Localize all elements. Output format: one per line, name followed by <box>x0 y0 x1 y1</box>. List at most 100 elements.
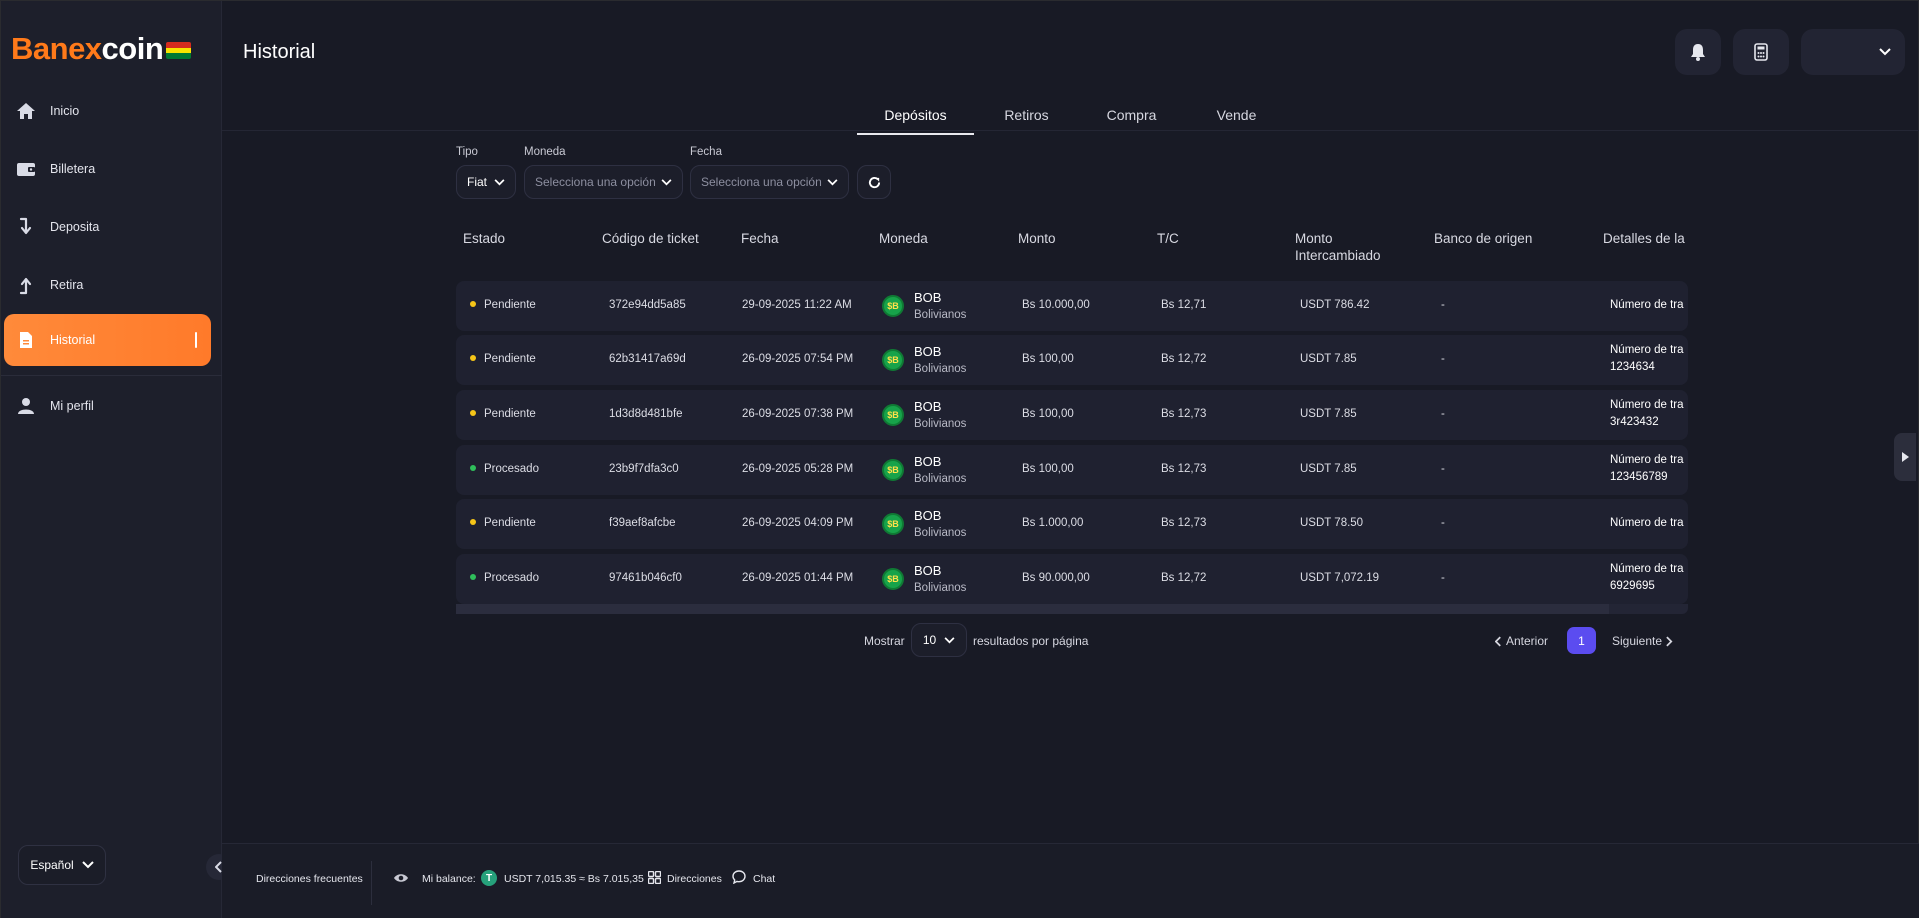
coin-code: BOB <box>914 290 942 305</box>
sidebar-item-label: Mi perfil <box>50 399 94 413</box>
scrollbar-thumb[interactable] <box>456 604 1609 614</box>
per-page-suffix: resultados por página <box>973 634 1089 648</box>
exchange-rate: Bs 12,72 <box>1161 353 1207 365</box>
amount: Bs 10.000,00 <box>1022 299 1090 311</box>
column-header-banco: Banco de origen <box>1434 231 1533 246</box>
tab-compra[interactable]: Compra <box>1106 107 1157 123</box>
next-page-button[interactable]: Siguiente <box>1612 634 1673 648</box>
addresses-link[interactable]: Direcciones <box>667 873 722 885</box>
table-row[interactable]: Pendiente f39aef8afcbe 26-09-2025 04:09 … <box>456 499 1688 549</box>
wallet-icon <box>14 157 38 181</box>
exchange-rate: Bs 12,73 <box>1161 517 1207 529</box>
user-menu-button[interactable] <box>1801 29 1905 75</box>
ticket-code: f39aef8afcbe <box>609 517 676 529</box>
boliviano-coin-icon: $B <box>882 404 904 426</box>
per-page-select[interactable]: 10 <box>911 623 967 657</box>
sidebar-item-billetera[interactable]: Billetera <box>4 143 211 195</box>
chat-link[interactable]: Chat <box>753 873 776 885</box>
sidebar-item-inicio[interactable]: Inicio <box>4 85 211 137</box>
frequent-addresses-link[interactable]: Direcciones frecuentes <box>256 873 363 885</box>
sidebar-item-mi-perfil[interactable]: Mi perfil <box>4 380 211 432</box>
expand-panel-button[interactable] <box>1894 433 1916 481</box>
table-row[interactable]: Procesado 23b9f7dfa3c0 26-09-2025 05:28 … <box>456 445 1688 495</box>
boliviano-coin-icon: $B <box>882 568 904 590</box>
balance-value: USDT 7,015.35 ≈ Bs 7.015,35 <box>504 873 644 885</box>
coin-name: Bolivianos <box>914 309 967 321</box>
column-header-monto: Monto <box>1018 231 1056 246</box>
exchange-rate: Bs 12,72 <box>1161 572 1207 584</box>
tab-depositos[interactable]: Depósitos <box>857 101 974 135</box>
coin-name: Bolivianos <box>914 527 967 539</box>
bottom-bar <box>222 843 1919 918</box>
tipo-select[interactable]: Fiat <box>456 165 516 199</box>
table-row[interactable]: Pendiente 372e94dd5a85 29-09-2025 11:22 … <box>456 281 1688 331</box>
exchange-rate: Bs 12,73 <box>1161 463 1207 475</box>
table-horizontal-scrollbar[interactable] <box>456 604 1688 614</box>
coin-code: BOB <box>914 508 942 523</box>
chevron-down-icon <box>81 861 94 869</box>
origin-bank: - <box>1441 463 1445 475</box>
filter-label-moneda: Moneda <box>524 146 566 158</box>
language-value: Español <box>30 858 74 872</box>
tab-vende[interactable]: Vende <box>1216 107 1257 123</box>
coin-name: Bolivianos <box>914 363 967 375</box>
notifications-button[interactable] <box>1675 29 1721 75</box>
previous-page-button[interactable]: Anterior <box>1495 634 1548 648</box>
date: 26-09-2025 01:44 PM <box>742 572 854 584</box>
balance-label: Mi balance: <box>422 873 476 885</box>
ticket-code: 372e94dd5a85 <box>609 299 686 311</box>
moneda-select[interactable]: Selecciona una opción <box>524 165 683 199</box>
divider <box>222 130 1919 131</box>
bolivia-flag-icon <box>166 42 192 59</box>
chat-icon <box>732 870 746 889</box>
tipo-value: Fiat <box>467 175 488 189</box>
status-badge: Pendiente <box>470 517 536 529</box>
column-header-moneda: Moneda <box>879 231 928 246</box>
moneda-placeholder: Selecciona una opción <box>535 175 656 189</box>
status-badge: Procesado <box>470 572 539 584</box>
fecha-select[interactable]: Selecciona una opción <box>690 165 849 199</box>
column-header-ticket: Código de ticket <box>602 231 699 246</box>
language-select[interactable]: Español <box>18 845 106 885</box>
table-row[interactable]: Pendiente 62b31417a69d 26-09-2025 07:54 … <box>456 335 1688 385</box>
calculator-button[interactable] <box>1733 29 1789 75</box>
coin-code: BOB <box>914 399 942 414</box>
exchanged-amount: USDT 78.50 <box>1300 517 1364 529</box>
status-badge: Procesado <box>470 463 539 475</box>
detail-line: Número de tra <box>1610 399 1684 411</box>
sidebar-item-historial[interactable]: Historial <box>4 314 211 366</box>
brand-logo[interactable]: Banexcoin <box>11 31 192 65</box>
eye-icon[interactable] <box>393 871 409 889</box>
column-header-monto-intercambiado: Monto Intercambiado <box>1295 231 1381 263</box>
chevron-right-icon <box>1666 636 1673 646</box>
status-badge: Pendiente <box>470 299 536 311</box>
arrow-down-icon <box>14 215 38 239</box>
user-icon <box>14 394 38 418</box>
refresh-button[interactable] <box>857 165 891 199</box>
detail-line: Número de tra <box>1610 454 1684 466</box>
ticket-code: 97461b046cf0 <box>609 572 682 584</box>
coin-code: BOB <box>914 563 942 578</box>
date: 26-09-2025 07:38 PM <box>742 408 854 420</box>
detail-line: Número de tra <box>1610 563 1684 575</box>
chevron-down-icon <box>827 178 838 185</box>
table-row[interactable]: Procesado 97461b046cf0 26-09-2025 01:44 … <box>456 554 1688 604</box>
sidebar-item-deposita[interactable]: Deposita <box>4 201 211 253</box>
play-arrow-icon <box>1901 452 1909 462</box>
detail-line: Número de tra <box>1610 517 1684 529</box>
sidebar-item-retira[interactable]: Retira <box>4 259 211 311</box>
table-row[interactable]: Pendiente 1d3d8d481bfe 26-09-2025 07:38 … <box>456 390 1688 440</box>
usdt-icon: T <box>481 870 497 886</box>
active-indicator <box>195 332 197 348</box>
document-icon <box>14 328 38 352</box>
divider <box>371 861 372 905</box>
column-header-detalles: Detalles de la <box>1603 231 1685 246</box>
boliviano-coin-icon: $B <box>882 349 904 371</box>
show-label: Mostrar <box>864 634 905 648</box>
page-1-button[interactable]: 1 <box>1567 627 1596 654</box>
tab-retiros[interactable]: Retiros <box>1004 107 1049 123</box>
detail-number: 3r423432 <box>1610 416 1659 428</box>
sidebar-item-label: Retira <box>50 278 84 292</box>
filter-label-tipo: Tipo <box>456 146 478 158</box>
